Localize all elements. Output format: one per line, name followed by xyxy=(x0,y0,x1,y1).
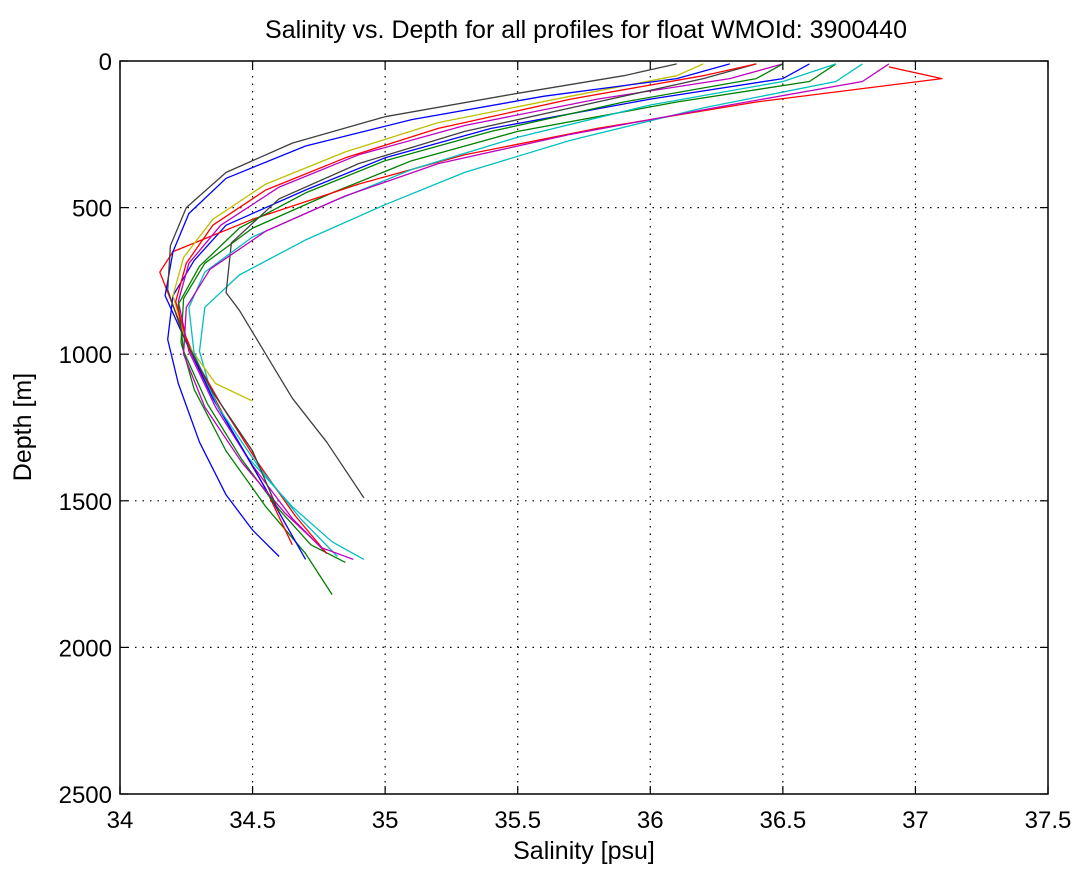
y-axis-label: Depth [m] xyxy=(9,373,37,481)
x-tick-label: 36 xyxy=(637,807,664,834)
profile-line xyxy=(182,63,890,561)
x-tick-label: 35 xyxy=(372,807,399,834)
x-tick-label: 35.5 xyxy=(494,807,541,834)
profile-line xyxy=(164,63,730,560)
profile-line xyxy=(188,63,837,557)
plot-frame xyxy=(119,60,1049,795)
x-tick-label: 37 xyxy=(902,807,929,834)
y-tick-label: 1000 xyxy=(59,342,112,369)
profile-line xyxy=(175,63,757,555)
profile-line xyxy=(198,63,863,560)
grid xyxy=(120,61,1048,794)
y-tick-label: 2000 xyxy=(59,635,112,662)
y-tick-label: 500 xyxy=(72,196,112,223)
y-tick-label: 2500 xyxy=(59,782,112,809)
x-tick-label: 34 xyxy=(107,807,134,834)
y-axis-ticks: 0 500 1000 1500 2000 2500 xyxy=(59,49,1048,809)
x-axis-label: Salinity [psu] xyxy=(513,837,655,865)
x-axis-ticks: 34 34.5 35 35.5 36 36.5 37 37.5 xyxy=(107,61,1072,834)
y-tick-label: 1500 xyxy=(59,489,112,516)
x-tick-label: 34.5 xyxy=(229,807,276,834)
y-tick-label: 0 xyxy=(99,49,112,76)
profile-line xyxy=(172,63,704,402)
plot-area xyxy=(159,63,943,595)
x-tick-label: 36.5 xyxy=(759,807,806,834)
x-tick-label: 37.5 xyxy=(1025,807,1072,834)
profile-line xyxy=(177,63,784,563)
profile-line xyxy=(167,63,677,513)
profile-line xyxy=(225,63,757,499)
chart-title: Salinity vs. Depth for all profiles for … xyxy=(265,16,907,44)
profile-line xyxy=(167,63,810,557)
profile-line xyxy=(180,63,837,595)
